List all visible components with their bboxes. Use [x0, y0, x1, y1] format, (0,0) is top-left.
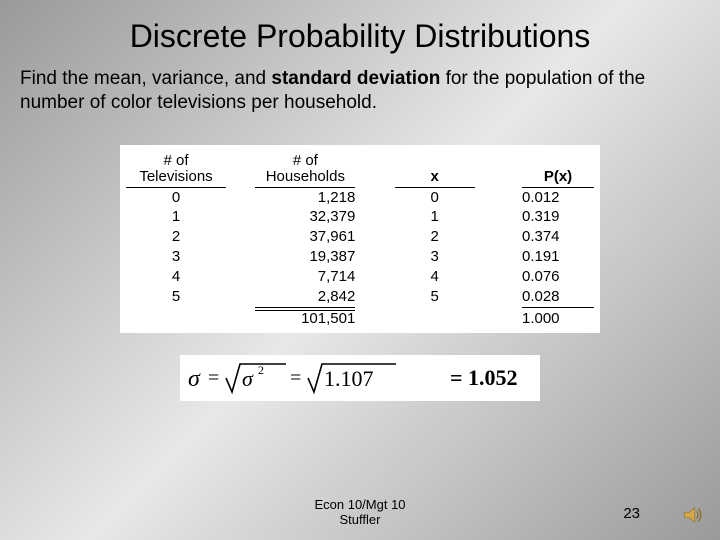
px-3: 0.191 — [522, 247, 594, 267]
formula-result: = 1.052 — [450, 365, 518, 391]
body-bold: standard deviation — [271, 68, 440, 89]
footer-l1: Econ 10/Mgt 10 — [0, 498, 720, 513]
svg-text:σ: σ — [188, 366, 201, 392]
hh-3: 19,387 — [255, 247, 355, 267]
sound-icon — [682, 504, 704, 526]
col-televisions: # ofTelevisions 0 1 2 3 4 5 — [126, 151, 226, 329]
px-0: 0.012 — [522, 187, 594, 207]
x-1: 1 — [395, 207, 475, 227]
tv-0: 0 — [126, 187, 226, 207]
body-part1: Find the mean, variance, and — [20, 68, 271, 89]
x-5: 5 — [395, 287, 475, 307]
x-0: 0 — [395, 187, 475, 207]
col-x: x 0 1 2 3 4 5 — [395, 151, 475, 329]
x-3: 3 — [395, 247, 475, 267]
col1-hdr-l2: Televisions — [126, 169, 226, 185]
px-5: 0.028 — [522, 287, 594, 307]
tv-2: 2 — [126, 227, 226, 247]
hh-4: 7,714 — [255, 267, 355, 287]
tv-1: 1 — [126, 207, 226, 227]
variance-val: 1.107 — [324, 366, 374, 391]
hh-1: 32,379 — [255, 207, 355, 227]
svg-text:σ: σ — [242, 366, 254, 391]
x-4: 4 — [395, 267, 475, 287]
px-2: 0.374 — [522, 227, 594, 247]
col-households: # ofHouseholds 1,218 32,379 37,961 19,38… — [255, 151, 365, 329]
px-sum: 1.000 — [522, 307, 594, 329]
svg-text:2: 2 — [258, 363, 264, 377]
hh-sum: 101,501 — [255, 307, 355, 329]
hh-2: 37,961 — [255, 227, 355, 247]
col2-hdr-l1: # of — [255, 153, 355, 169]
x-sum-blank — [395, 307, 475, 329]
col-px: P(x) 0.012 0.319 0.374 0.191 0.076 0.028… — [504, 151, 594, 329]
footer: Econ 10/Mgt 10 Stuffler — [0, 498, 720, 528]
page-number: 23 — [623, 505, 640, 522]
data-table: # ofTelevisions 0 1 2 3 4 5 # ofHousehol… — [120, 145, 600, 333]
x-2: 2 — [395, 227, 475, 247]
tv-5: 5 — [126, 287, 226, 307]
px-1: 0.319 — [522, 207, 594, 227]
px-4: 0.076 — [522, 267, 594, 287]
hh-5: 2,842 — [255, 287, 355, 307]
svg-text:=: = — [208, 367, 219, 389]
col2-hdr-l2: Households — [255, 169, 355, 185]
formula-svg: σ = σ 2 = 1.107 — [186, 358, 446, 398]
svg-text:=: = — [290, 367, 301, 389]
footer-l2: Stuffler — [0, 513, 720, 528]
tv-sum-blank — [126, 307, 226, 329]
hh-0: 1,218 — [255, 187, 355, 207]
body-text: Find the mean, variance, and standard de… — [0, 63, 720, 115]
col3-hdr: x — [395, 169, 475, 185]
col4-hdr: P(x) — [522, 169, 594, 185]
formula-block: σ = σ 2 = 1.107 = 1.052 — [180, 355, 540, 401]
slide-title: Discrete Probability Distributions — [0, 0, 720, 63]
col1-hdr-l1: # of — [126, 153, 226, 169]
tv-3: 3 — [126, 247, 226, 267]
tv-4: 4 — [126, 267, 226, 287]
